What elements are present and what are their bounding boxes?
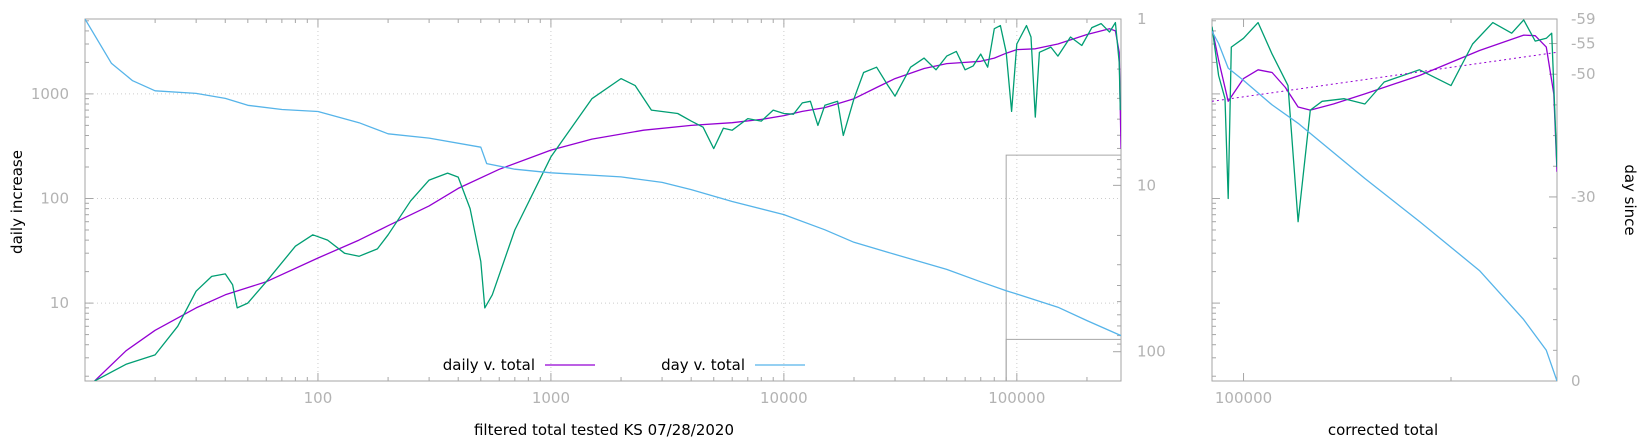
left-series-line-1	[94, 21, 1121, 381]
right-x-tick-label: 100000	[1215, 389, 1272, 407]
left-x-tick-label: 100000	[988, 389, 1045, 407]
zoom-box-top	[1005, 154, 1121, 381]
series-layer	[85, 19, 1557, 381]
right-y2-tick-label: -55	[1571, 35, 1596, 53]
left-plot-frame	[84, 18, 1122, 382]
right-plot-frame	[1211, 18, 1558, 382]
left-series-line-2	[85, 19, 1121, 337]
right-y-axis-label: day since	[1621, 164, 1639, 235]
left-series-line-0	[94, 28, 1121, 381]
label-layer: filtered total tested KS 07/28/2020 dail…	[8, 10, 1639, 439]
left-y-axis-label: daily increase	[8, 150, 26, 254]
left-y2-tick-label: 100	[1137, 343, 1166, 361]
left-y2-tick-label: 10	[1137, 176, 1156, 194]
zoom-box-bottom	[1005, 338, 1121, 381]
right-y2-tick-label: 0	[1571, 372, 1581, 390]
right-series-line-0	[1212, 27, 1557, 172]
right-series-line-3	[1212, 30, 1557, 381]
left-y2-tick-label: 1	[1137, 10, 1147, 28]
right-series-line-2	[1212, 51, 1557, 102]
left-x-tick-label: 100	[304, 389, 333, 407]
left-x-tick-label: 1000	[532, 389, 570, 407]
frame-layer	[84, 18, 1558, 382]
left-x-axis-label: filtered total tested KS 07/28/2020	[474, 421, 734, 439]
legend-label-daily: daily v. total	[443, 356, 535, 374]
right-y2-tick-label: -50	[1571, 65, 1596, 83]
left-y-tick-label: 10	[50, 294, 69, 312]
left-x-tick-label: 10000	[760, 389, 808, 407]
left-y-tick-label: 100	[40, 189, 69, 207]
grid-layer	[85, 19, 1121, 381]
right-y2-tick-label: -59	[1571, 10, 1596, 28]
right-x-axis-label: corrected total	[1328, 421, 1438, 439]
legend-label-day: day v. total	[661, 356, 745, 374]
left-y-tick-label: 1000	[31, 85, 69, 103]
right-series-line-1	[1212, 19, 1557, 223]
right-y2-tick-label: -30	[1571, 188, 1596, 206]
